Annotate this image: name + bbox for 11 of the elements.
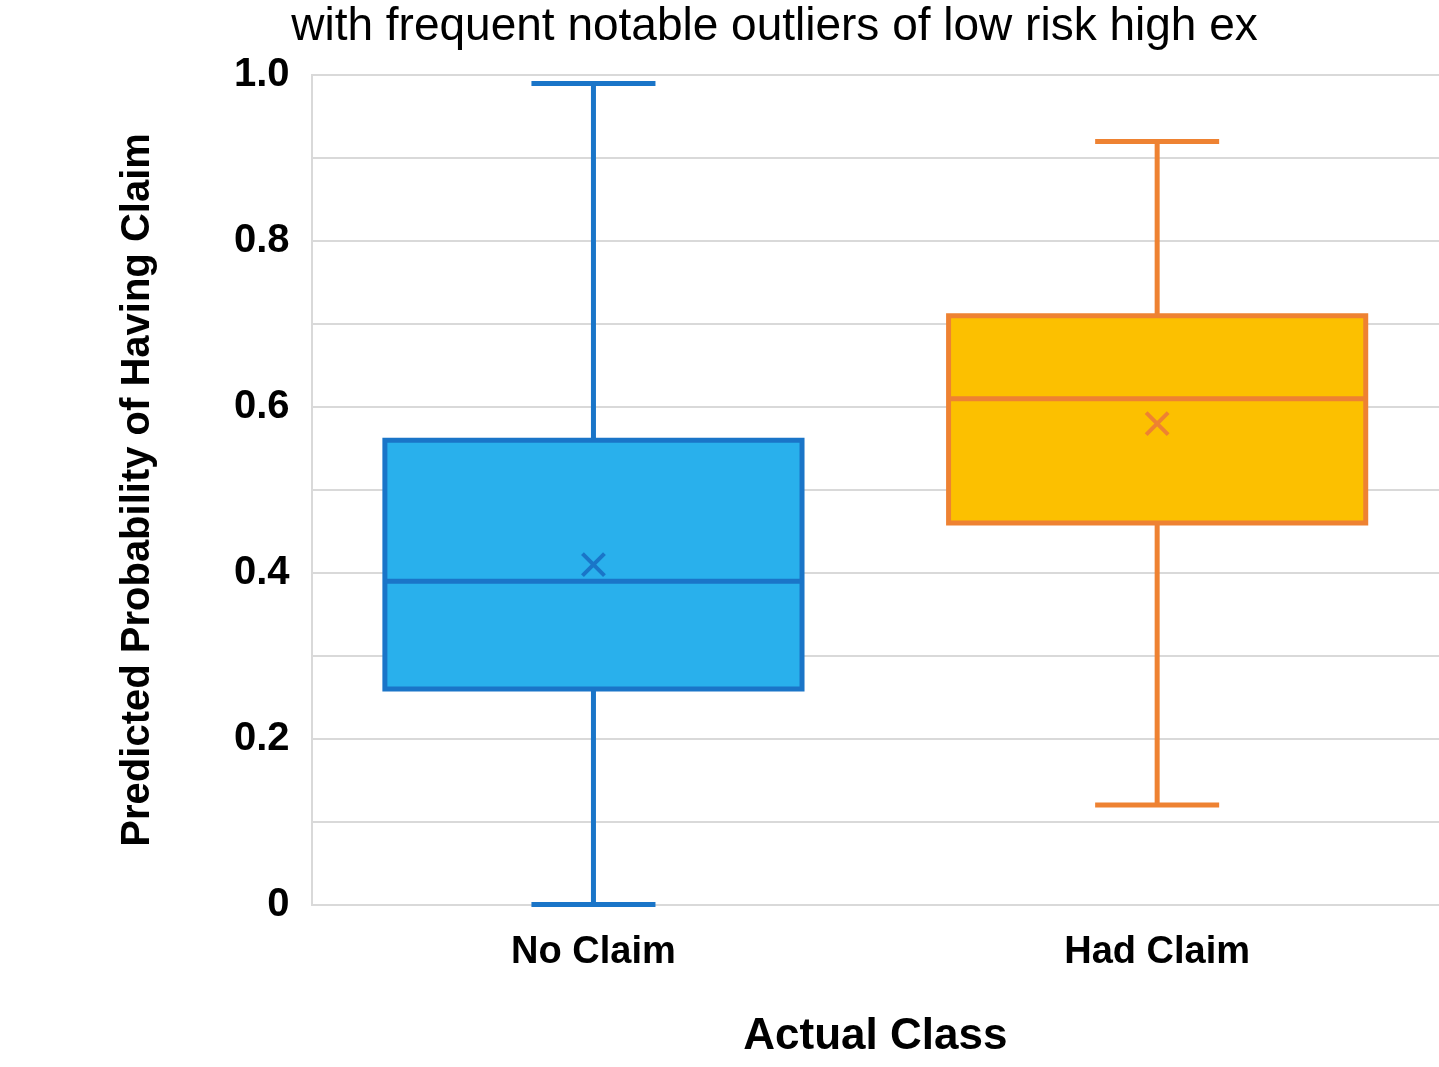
chart-subtitle: with frequent notable outliers of low risk high ex bbox=[290, 0, 1258, 51]
y-tick-label: 0 bbox=[267, 879, 290, 924]
y-axis-title: Predicted Probability of Having Claim bbox=[113, 133, 158, 847]
x-axis-title: Actual Class bbox=[743, 1008, 1008, 1058]
y-tick-label: 0.2 bbox=[234, 713, 290, 758]
y-tick-label: 0.4 bbox=[234, 547, 291, 592]
x-tick-label: Had Claim bbox=[1064, 928, 1251, 971]
x-tick-label: No Claim bbox=[511, 928, 676, 971]
y-tick-label: 1.0 bbox=[234, 50, 290, 95]
y-tick-label: 0.6 bbox=[234, 381, 290, 426]
y-tick-label: 0.8 bbox=[234, 216, 290, 261]
